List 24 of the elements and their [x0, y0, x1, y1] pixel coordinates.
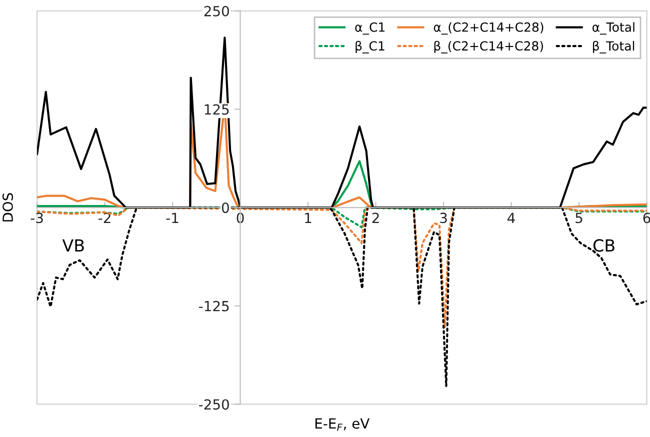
x-tick-label: -1 — [166, 212, 178, 223]
y-tick-label: 0 — [222, 202, 229, 214]
x-axis-title: E-E$_{F}$, eV — [315, 418, 370, 431]
legend-label: α_Total — [592, 22, 634, 35]
x-tick-label: 0 — [236, 212, 244, 224]
legend-label: β_(C2+C14+C28) — [434, 40, 543, 54]
x-tick-label: 3 — [440, 212, 447, 224]
y-tick-label: 125 — [204, 104, 229, 115]
x-tick-label: 2 — [372, 212, 379, 223]
legend-label: α_C1 — [355, 22, 385, 35]
legend-label: β_Total — [592, 40, 634, 54]
legend-label: β_C1 — [356, 40, 384, 54]
x-tick-label: 4 — [508, 212, 515, 223]
annotation: VB — [62, 239, 84, 252]
x-tick-label: 1 — [305, 212, 312, 223]
y-tick-label: -250 — [199, 399, 229, 410]
y-tick-label: -125 — [199, 300, 229, 312]
x-tick-label: 6 — [643, 212, 650, 224]
legend-label: α_(C2+C14+C28) — [434, 22, 544, 35]
x-tick-label: 5 — [576, 212, 582, 224]
y-tick-label: 250 — [204, 6, 229, 16]
annotation: CB — [593, 239, 614, 252]
x-tick-label: -3 — [30, 212, 43, 224]
y-axis-title: DOS — [2, 193, 14, 222]
